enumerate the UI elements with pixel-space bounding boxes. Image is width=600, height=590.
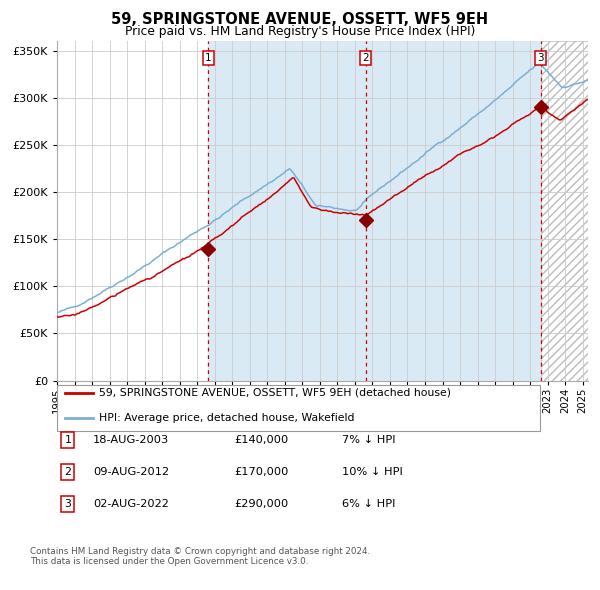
Text: HPI: Average price, detached house, Wakefield: HPI: Average price, detached house, Wake… (99, 414, 355, 423)
Text: Contains HM Land Registry data © Crown copyright and database right 2024.: Contains HM Land Registry data © Crown c… (30, 547, 370, 556)
Text: £140,000: £140,000 (234, 435, 288, 444)
Text: £290,000: £290,000 (234, 500, 288, 509)
Text: 7% ↓ HPI: 7% ↓ HPI (342, 435, 395, 444)
Text: 59, SPRINGSTONE AVENUE, OSSETT, WF5 9EH: 59, SPRINGSTONE AVENUE, OSSETT, WF5 9EH (112, 12, 488, 27)
Text: 1: 1 (205, 53, 212, 63)
Text: This data is licensed under the Open Government Licence v3.0.: This data is licensed under the Open Gov… (30, 558, 308, 566)
Text: 59, SPRINGSTONE AVENUE, OSSETT, WF5 9EH (detached house): 59, SPRINGSTONE AVENUE, OSSETT, WF5 9EH … (99, 388, 451, 398)
Text: 1: 1 (64, 435, 71, 444)
Text: 10% ↓ HPI: 10% ↓ HPI (342, 467, 403, 477)
Text: 3: 3 (537, 53, 544, 63)
Text: Price paid vs. HM Land Registry's House Price Index (HPI): Price paid vs. HM Land Registry's House … (125, 25, 475, 38)
Text: 02-AUG-2022: 02-AUG-2022 (93, 500, 169, 509)
Text: 09-AUG-2012: 09-AUG-2012 (93, 467, 169, 477)
Text: 2: 2 (64, 467, 71, 477)
Text: £170,000: £170,000 (234, 467, 289, 477)
Text: 6% ↓ HPI: 6% ↓ HPI (342, 500, 395, 509)
Text: 2: 2 (362, 53, 369, 63)
Text: 3: 3 (64, 500, 71, 509)
Text: 18-AUG-2003: 18-AUG-2003 (93, 435, 169, 444)
Bar (208, 41, 541, 381)
Bar (541, 41, 588, 381)
